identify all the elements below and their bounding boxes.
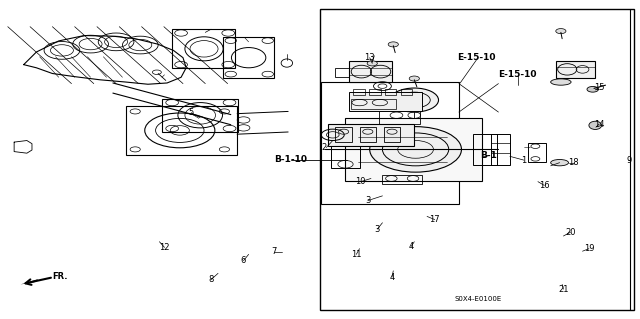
Circle shape [409,76,419,81]
Ellipse shape [390,88,438,112]
Circle shape [388,42,398,47]
Ellipse shape [589,121,602,130]
Text: 11: 11 [351,250,362,259]
Text: 20: 20 [565,228,575,237]
Text: 6: 6 [241,256,246,265]
Bar [162,99,239,132]
Text: 1: 1 [522,156,527,165]
Text: 7: 7 [271,247,277,256]
Bar [528,143,545,162]
Bar [321,82,459,204]
Text: 21: 21 [558,285,569,294]
Text: S0X4-E0100E: S0X4-E0100E [454,296,502,302]
Bar [349,93,422,111]
Circle shape [367,61,378,66]
Text: 2: 2 [321,143,326,152]
Bar [335,127,352,142]
Ellipse shape [550,79,571,85]
Bar [328,124,413,145]
Text: 19: 19 [584,244,594,253]
Bar [172,29,235,68]
Bar [346,118,483,181]
Bar [384,127,400,142]
Ellipse shape [550,160,568,166]
Text: 5: 5 [189,108,194,117]
Text: 4: 4 [389,273,395,282]
Text: 18: 18 [568,158,579,167]
Text: 17: 17 [429,215,440,224]
Text: 4: 4 [408,242,413,251]
Text: B-1-10: B-1-10 [274,155,307,164]
Circle shape [587,86,598,92]
Bar [353,89,365,95]
Bar [335,68,349,77]
Circle shape [370,127,461,172]
Text: E-15-10: E-15-10 [499,70,537,79]
Text: 3: 3 [374,225,380,234]
Text: FR.: FR. [52,272,68,281]
Bar [332,130,360,168]
Bar [379,111,420,124]
Circle shape [556,29,566,33]
Bar [320,9,634,310]
Bar [385,89,396,95]
Bar [383,175,422,183]
Bar [360,127,376,142]
Text: E-15-10: E-15-10 [457,53,495,62]
Text: 8: 8 [209,275,214,284]
Text: 13: 13 [364,53,375,62]
Text: 15: 15 [594,83,604,92]
Bar [556,61,595,78]
Text: 12: 12 [159,243,170,252]
Polygon shape [20,279,38,285]
Text: 14: 14 [594,120,604,129]
Text: B-1: B-1 [480,151,497,160]
Text: 16: 16 [539,181,550,190]
Bar [401,89,412,95]
Bar [351,100,396,109]
Bar [473,134,497,165]
Bar [369,89,381,95]
Bar [125,106,237,155]
Bar [223,37,274,78]
Text: 10: 10 [356,177,366,186]
Bar [491,134,510,165]
Bar [349,61,392,82]
Text: 3: 3 [365,196,371,205]
Text: 9: 9 [627,156,632,165]
